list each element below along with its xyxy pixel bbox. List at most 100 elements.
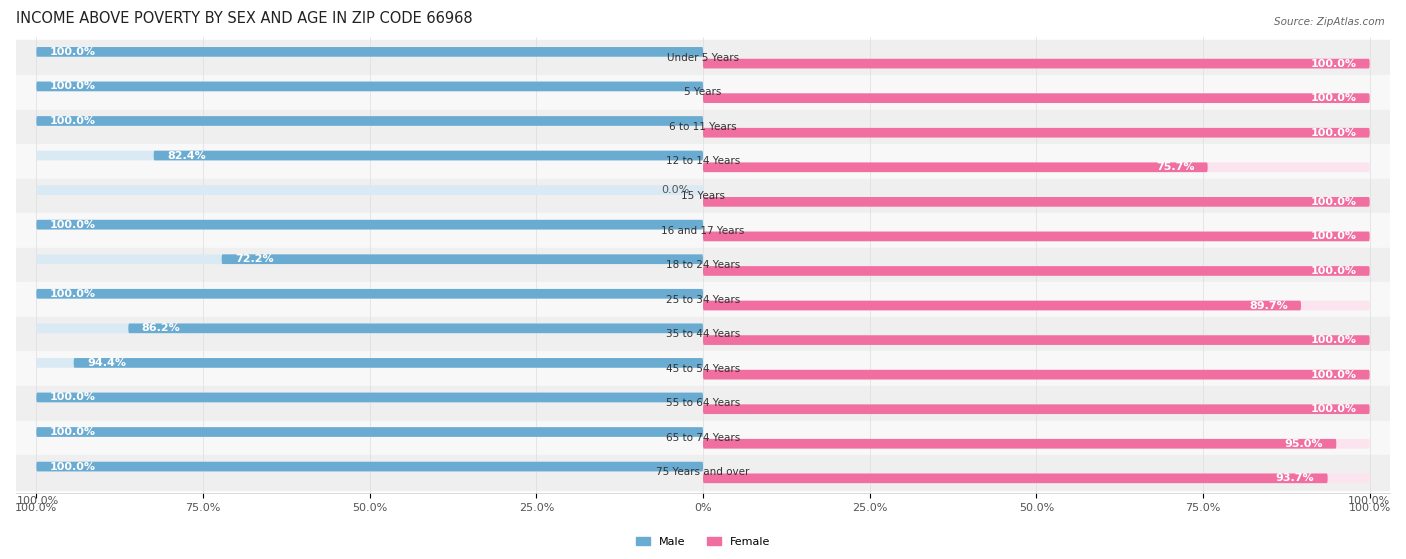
Text: 35 to 44 Years: 35 to 44 Years — [666, 329, 740, 339]
Bar — [17, 352, 1389, 386]
FancyBboxPatch shape — [703, 370, 1369, 380]
FancyBboxPatch shape — [37, 185, 703, 195]
Text: 94.4%: 94.4% — [87, 358, 127, 368]
Text: 100.0%: 100.0% — [1347, 496, 1389, 506]
FancyBboxPatch shape — [703, 473, 1327, 483]
FancyBboxPatch shape — [703, 93, 1369, 103]
Text: 82.4%: 82.4% — [167, 150, 205, 160]
FancyBboxPatch shape — [703, 163, 1369, 172]
Legend: Male, Female: Male, Female — [631, 533, 775, 552]
FancyBboxPatch shape — [703, 59, 1369, 68]
Text: 75.7%: 75.7% — [1156, 162, 1194, 172]
Text: 100.0%: 100.0% — [49, 116, 96, 126]
Text: 100.0%: 100.0% — [1310, 127, 1357, 138]
FancyBboxPatch shape — [703, 231, 1369, 241]
Text: 16 and 17 Years: 16 and 17 Years — [661, 225, 745, 235]
Text: 100.0%: 100.0% — [1310, 93, 1357, 103]
Text: 72.2%: 72.2% — [235, 254, 274, 264]
Bar — [17, 317, 1389, 352]
Bar — [17, 144, 1389, 179]
FancyBboxPatch shape — [703, 266, 1369, 276]
Text: 12 to 14 Years: 12 to 14 Years — [666, 157, 740, 167]
FancyBboxPatch shape — [37, 358, 703, 368]
FancyBboxPatch shape — [37, 462, 703, 471]
Text: Source: ZipAtlas.com: Source: ZipAtlas.com — [1274, 17, 1385, 27]
FancyBboxPatch shape — [703, 59, 1369, 68]
Text: 100.0%: 100.0% — [17, 496, 59, 506]
FancyBboxPatch shape — [37, 82, 703, 91]
FancyBboxPatch shape — [37, 392, 703, 402]
FancyBboxPatch shape — [37, 427, 703, 437]
FancyBboxPatch shape — [703, 266, 1369, 276]
Text: 100.0%: 100.0% — [49, 392, 96, 402]
FancyBboxPatch shape — [73, 358, 703, 368]
Text: 65 to 74 Years: 65 to 74 Years — [666, 433, 740, 443]
FancyBboxPatch shape — [703, 231, 1369, 241]
FancyBboxPatch shape — [703, 128, 1369, 138]
Bar — [17, 213, 1389, 248]
Text: Under 5 Years: Under 5 Years — [666, 53, 740, 63]
Bar — [17, 110, 1389, 144]
Text: 100.0%: 100.0% — [1310, 59, 1357, 69]
Text: 100.0%: 100.0% — [49, 47, 96, 57]
Text: 100.0%: 100.0% — [49, 220, 96, 230]
Bar — [17, 248, 1389, 282]
FancyBboxPatch shape — [703, 301, 1369, 310]
Text: 100.0%: 100.0% — [1310, 335, 1357, 345]
Bar — [17, 75, 1389, 110]
FancyBboxPatch shape — [703, 93, 1369, 103]
Bar — [17, 420, 1389, 455]
Text: 0.0%: 0.0% — [661, 185, 690, 195]
FancyBboxPatch shape — [37, 82, 703, 91]
Text: 5 Years: 5 Years — [685, 87, 721, 97]
Text: 100.0%: 100.0% — [1310, 197, 1357, 207]
FancyBboxPatch shape — [222, 254, 703, 264]
Text: 25 to 34 Years: 25 to 34 Years — [666, 295, 740, 305]
FancyBboxPatch shape — [128, 324, 703, 333]
Text: 100.0%: 100.0% — [49, 289, 96, 299]
Bar — [17, 386, 1389, 420]
FancyBboxPatch shape — [703, 301, 1301, 310]
FancyBboxPatch shape — [703, 335, 1369, 345]
FancyBboxPatch shape — [37, 462, 703, 471]
FancyBboxPatch shape — [703, 439, 1369, 449]
Text: 75 Years and over: 75 Years and over — [657, 467, 749, 477]
Text: 93.7%: 93.7% — [1275, 473, 1315, 484]
Text: 18 to 24 Years: 18 to 24 Years — [666, 260, 740, 270]
FancyBboxPatch shape — [703, 404, 1369, 414]
FancyBboxPatch shape — [37, 289, 703, 299]
Bar — [17, 179, 1389, 213]
FancyBboxPatch shape — [37, 220, 703, 230]
FancyBboxPatch shape — [37, 47, 703, 56]
Text: 100.0%: 100.0% — [49, 427, 96, 437]
FancyBboxPatch shape — [703, 439, 1336, 449]
FancyBboxPatch shape — [703, 370, 1369, 380]
FancyBboxPatch shape — [703, 197, 1369, 207]
Text: 86.2%: 86.2% — [142, 323, 180, 333]
FancyBboxPatch shape — [703, 163, 1208, 172]
Bar — [17, 282, 1389, 317]
Bar — [17, 455, 1389, 490]
Text: 55 to 64 Years: 55 to 64 Years — [666, 399, 740, 408]
FancyBboxPatch shape — [37, 324, 703, 333]
FancyBboxPatch shape — [37, 220, 703, 230]
Text: 100.0%: 100.0% — [49, 82, 96, 92]
FancyBboxPatch shape — [37, 116, 703, 126]
FancyBboxPatch shape — [703, 473, 1369, 483]
Bar — [17, 40, 1389, 75]
FancyBboxPatch shape — [37, 427, 703, 437]
Text: 45 to 54 Years: 45 to 54 Years — [666, 364, 740, 374]
FancyBboxPatch shape — [37, 289, 703, 299]
FancyBboxPatch shape — [153, 151, 703, 160]
FancyBboxPatch shape — [37, 47, 703, 56]
Text: 95.0%: 95.0% — [1285, 439, 1323, 449]
Text: 100.0%: 100.0% — [1310, 231, 1357, 241]
FancyBboxPatch shape — [703, 335, 1369, 345]
FancyBboxPatch shape — [37, 392, 703, 402]
FancyBboxPatch shape — [37, 254, 703, 264]
Text: 100.0%: 100.0% — [49, 462, 96, 472]
FancyBboxPatch shape — [703, 128, 1369, 138]
Text: 89.7%: 89.7% — [1249, 301, 1288, 311]
Text: 6 to 11 Years: 6 to 11 Years — [669, 122, 737, 132]
FancyBboxPatch shape — [37, 151, 703, 160]
